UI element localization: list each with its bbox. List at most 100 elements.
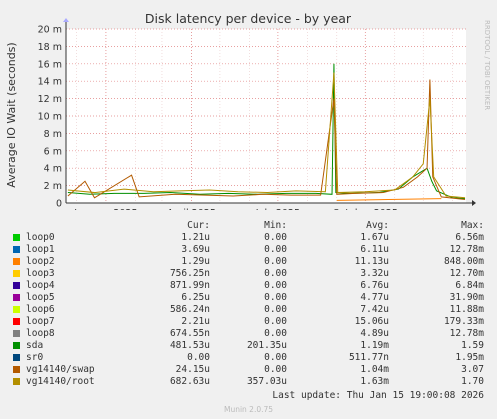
legend-name: loop1 — [26, 244, 55, 255]
legend-swatch — [13, 354, 20, 361]
y-tick-label: 14 m — [38, 77, 62, 88]
legend-name: sda — [26, 340, 44, 351]
legend-header-max: Max: — [461, 220, 484, 231]
series-line — [336, 198, 442, 201]
legend-max: 1.70 — [461, 376, 484, 387]
chart-area: 0 2 m 4 m 6 m 8 m 10 m 12 m 14 m 16 m 18 m 20 m Ja… — [5, 11, 491, 210]
grid-layer — [66, 28, 466, 204]
legend-min: 0.00 — [264, 256, 287, 267]
legend-avg: 1.63m — [360, 376, 389, 387]
legend-avg: 6.76u — [360, 280, 389, 291]
legend-max: 12.78m — [449, 328, 484, 339]
legend-avg: 15.06u — [354, 316, 389, 327]
legend-cur: 2.21u — [181, 316, 210, 327]
legend-swatch — [13, 342, 20, 349]
legend-min: 0.00 — [264, 244, 287, 255]
legend-swatch — [13, 378, 20, 385]
legend-cur: 871.99n — [169, 280, 210, 291]
munin-version: Munin 2.0.75 — [223, 405, 274, 414]
legend-row: loop4 871.99n 0.00 6.76u 6.84m — [0, 280, 497, 292]
legend-row: sr0 0.00 0.00 511.77n 1.95m — [0, 352, 497, 364]
x-tick-label: October 2025 — [333, 208, 398, 210]
legend-max: 179.33m — [443, 316, 484, 327]
x-tick-label: July 2025 — [255, 208, 300, 210]
legend-max: 848.00m — [443, 256, 484, 267]
legend-avg: 6.11u — [360, 244, 389, 255]
legend-max: 1.95m — [455, 352, 484, 363]
series-layer — [67, 63, 466, 201]
legend-max: 6.84m — [455, 280, 484, 291]
x-tick-label: April 2025 — [167, 208, 216, 210]
legend-avg: 4.89u — [360, 328, 389, 339]
legend-avg: 3.32u — [360, 268, 389, 279]
legend-max: 1.59 — [461, 340, 484, 351]
legend-name: loop8 — [26, 328, 55, 339]
legend-min: 201.35u — [246, 340, 287, 351]
legend-cur: 3.69u — [181, 244, 210, 255]
legend-row: loop3 756.25n 0.00 3.32u 12.70m — [0, 268, 497, 280]
legend-header-avg: Avg: — [366, 220, 389, 231]
legend-cur: 0.00 — [187, 352, 210, 363]
legend-min: 357.03u — [246, 376, 287, 387]
y-tick-label: 8 m — [44, 129, 62, 140]
y-tick-label: 16 m — [38, 59, 62, 70]
legend-name: sr0 — [26, 352, 44, 363]
legend-min: 0.00 — [264, 304, 287, 315]
legend-avg: 1.67u — [360, 232, 389, 243]
legend-row: loop5 6.25u 0.00 4.77u 31.90m — [0, 292, 497, 304]
legend-row: sda 481.53u 201.35u 1.19m 1.59 — [0, 340, 497, 352]
legend-name: loop6 — [26, 304, 55, 315]
legend-max: 12.70m — [449, 268, 484, 279]
legend-cur: 6.25u — [181, 292, 210, 303]
series-line — [67, 63, 466, 200]
legend-name: loop7 — [26, 316, 55, 327]
legend-min: 0.00 — [264, 268, 287, 279]
legend-avg: 7.42u — [360, 304, 389, 315]
legend-max: 12.78m — [449, 244, 484, 255]
legend-avg: 1.04m — [360, 364, 389, 375]
series-line — [67, 72, 466, 199]
chart-svg: 0 2 m 4 m 6 m 8 m 10 m 12 m 14 m 16 m 18 m 20 m Ja… — [5, 11, 491, 210]
legend-name: vg14140/swap — [26, 364, 95, 375]
legend-cur: 674.55n — [169, 328, 210, 339]
y-tick-label: 6 m — [44, 146, 62, 157]
legend-max: 31.90m — [449, 292, 484, 303]
legend-cur: 682.63u — [169, 376, 210, 387]
legend-avg: 1.19m — [360, 340, 389, 351]
legend-header-row: Cur: Min: Avg: Max: — [0, 220, 497, 232]
legend-min: 0.00 — [264, 280, 287, 291]
last-update-text: Last update: Thu Jan 15 19:00:08 2026 — [272, 390, 484, 401]
legend-name: loop3 — [26, 268, 55, 279]
legend-swatch — [13, 282, 20, 289]
rrdtool-credit: RRDTOOL / TOBI OETIKER — [483, 20, 491, 110]
x-tick-label: January 2025 — [73, 208, 137, 210]
legend-swatch — [13, 366, 20, 373]
y-tick-labels: 0 2 m 4 m 6 m 8 m 10 m 12 m 14 m 16 m 18 m 20 m — [38, 25, 62, 210]
legend-name: vg14140/root — [26, 376, 95, 387]
legend-header-cur: Cur: — [187, 220, 210, 231]
legend-avg: 4.77u — [360, 292, 389, 303]
legend-row: vg14140/root 682.63u 357.03u 1.63m 1.70 — [0, 376, 497, 388]
legend-min: 0.00 — [264, 232, 287, 243]
legend-swatch — [13, 294, 20, 301]
legend-name: loop2 — [26, 256, 55, 267]
legend-min: 0.00 — [264, 328, 287, 339]
legend-min: 0.00 — [264, 292, 287, 303]
chart-title: Disk latency per device - by year — [145, 11, 352, 26]
legend-cur: 586.24n — [169, 304, 210, 315]
legend-swatch — [13, 246, 20, 253]
y-tick-label: 0 — [56, 199, 62, 210]
legend-avg: 511.77n — [348, 352, 389, 363]
legend-min: 0.00 — [264, 316, 287, 327]
legend-name: loop5 — [26, 292, 55, 303]
legend-max: 11.88m — [449, 304, 484, 315]
y-tick-label: 2 m — [44, 181, 62, 192]
legend-row: loop1 3.69u 0.00 6.11u 12.78m — [0, 244, 497, 256]
legend-cur: 481.53u — [169, 340, 210, 351]
y-tick-label: 18 m — [38, 42, 62, 53]
legend-min: 0.00 — [264, 364, 287, 375]
legend-row: vg14140/swap 24.15u 0.00 1.04m 3.07 — [0, 364, 497, 376]
legend-swatch — [13, 330, 20, 337]
legend-name: loop4 — [26, 280, 55, 291]
legend-cur: 756.25n — [169, 268, 210, 279]
